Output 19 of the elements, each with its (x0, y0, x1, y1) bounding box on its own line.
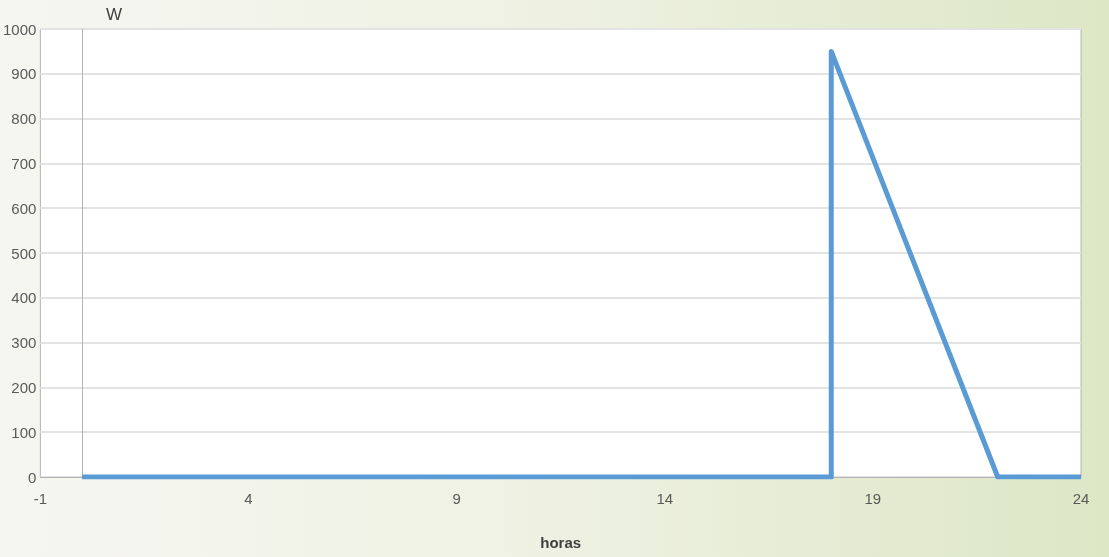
x-tick-label: 9 (452, 490, 461, 507)
x-tick-label: 4 (244, 490, 253, 507)
y-tick-label: 1000 (2, 20, 37, 38)
x-tick-label: -1 (33, 490, 48, 507)
y-tick-label: 700 (11, 154, 37, 172)
y-tick-label: 400 (11, 289, 37, 307)
y-tick-label: 500 (11, 244, 37, 262)
y-tick-label: 200 (11, 378, 37, 396)
y-tick-label: 100 (11, 423, 37, 441)
x-tick-label: 24 (1072, 490, 1090, 507)
y-tick-label: 600 (11, 199, 37, 217)
x-tick-label: 14 (656, 490, 674, 507)
x-tick-label: 19 (864, 490, 882, 507)
y-axis-title: W (105, 5, 123, 24)
y-tick-label: 300 (11, 334, 37, 352)
y-tick-label: 0 (28, 468, 37, 486)
y-tick-label: 900 (11, 65, 37, 83)
y-tick-label: 800 (11, 110, 37, 128)
x-axis-title: horas (540, 534, 582, 551)
